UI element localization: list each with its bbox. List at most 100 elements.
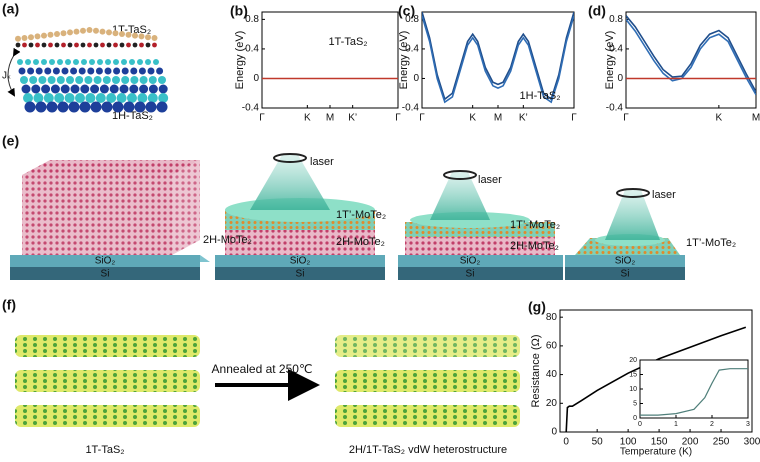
atom bbox=[28, 34, 34, 41]
texts: (a) (b) (c) (d) (e) (f) (g) 1T-TaS₂ 1H-T… bbox=[2, 1, 736, 456]
panel-a-illustration bbox=[15, 27, 169, 113]
atom bbox=[139, 42, 144, 48]
atom bbox=[106, 42, 112, 48]
atom bbox=[112, 30, 119, 37]
x-tick-label: K’ bbox=[519, 113, 528, 124]
atom bbox=[84, 76, 93, 84]
x-tick-label: 0 bbox=[563, 437, 569, 448]
atom bbox=[95, 93, 106, 103]
x-axis-label: Temperature (K) bbox=[620, 447, 692, 458]
atom bbox=[33, 59, 39, 65]
atom bbox=[41, 42, 47, 48]
atom bbox=[147, 93, 158, 103]
y-tick-label: 60 bbox=[546, 341, 558, 352]
atom bbox=[87, 42, 92, 48]
atom bbox=[109, 84, 119, 94]
atom bbox=[48, 42, 53, 48]
atom bbox=[60, 84, 70, 94]
atom bbox=[27, 67, 35, 75]
y-axis-label: Energy (eV) bbox=[604, 31, 616, 90]
atom bbox=[73, 59, 79, 65]
oxide-label: SiO₂ bbox=[460, 256, 481, 267]
atom bbox=[137, 59, 143, 65]
stack-2 bbox=[215, 153, 385, 280]
atom bbox=[67, 29, 73, 36]
y-tick-label: 20 bbox=[629, 357, 637, 364]
atom bbox=[24, 101, 36, 113]
x-tick-label: 0 bbox=[638, 421, 642, 428]
film-label: 1T’-MoTe₂ bbox=[686, 237, 736, 249]
substrate-label: Si bbox=[621, 269, 630, 280]
illustrations bbox=[7, 47, 685, 427]
atom bbox=[52, 67, 60, 75]
atom bbox=[147, 67, 155, 75]
atom bbox=[25, 59, 31, 65]
atom bbox=[87, 67, 95, 75]
atom bbox=[127, 93, 137, 103]
data-line bbox=[422, 12, 574, 101]
y-tick-label: 0 bbox=[633, 415, 637, 422]
atom bbox=[148, 84, 158, 94]
atom bbox=[61, 42, 66, 48]
atom bbox=[34, 33, 41, 40]
y-tick-label: 0.8 bbox=[609, 14, 623, 25]
atom bbox=[119, 42, 125, 48]
stack-4 bbox=[565, 188, 685, 280]
stack-1 bbox=[10, 160, 210, 280]
y-tick-label: 0.8 bbox=[245, 14, 259, 25]
atom bbox=[130, 76, 139, 84]
atom bbox=[132, 42, 138, 48]
y-tick-label: 80 bbox=[546, 312, 558, 323]
x-tick-label: 250 bbox=[713, 437, 730, 448]
x-tick-label: Γ bbox=[395, 113, 401, 124]
atom bbox=[23, 93, 33, 103]
atom bbox=[89, 59, 95, 65]
process-label: Annealed at 250℃ bbox=[212, 362, 313, 376]
atom bbox=[28, 42, 34, 48]
atom bbox=[129, 59, 135, 65]
atom bbox=[35, 67, 43, 75]
atom bbox=[145, 101, 157, 113]
atom bbox=[15, 35, 21, 42]
atom bbox=[80, 84, 90, 94]
panel-label: (c) bbox=[398, 3, 415, 19]
y-tick-label: 40 bbox=[546, 369, 558, 380]
atom bbox=[138, 33, 145, 40]
atom bbox=[41, 84, 51, 94]
plot-frame bbox=[421, 11, 575, 109]
atom bbox=[29, 76, 38, 84]
atom bbox=[21, 84, 31, 94]
x-tick-label: M bbox=[752, 113, 760, 124]
y-tick-label: 0 bbox=[551, 427, 557, 438]
y-tick-label: 0 bbox=[253, 73, 259, 84]
atom bbox=[85, 93, 96, 103]
coupling-label: Jₖ bbox=[2, 71, 11, 82]
atom bbox=[106, 93, 117, 103]
atom bbox=[101, 101, 113, 113]
atom bbox=[44, 67, 52, 75]
film-label: 2H-MoTe₂ bbox=[203, 234, 252, 246]
atom bbox=[54, 31, 60, 37]
x-tick-label: 3 bbox=[746, 421, 750, 428]
laser-label: laser bbox=[478, 174, 502, 186]
atom bbox=[99, 28, 106, 35]
atom bbox=[123, 101, 135, 113]
panel-label: (d) bbox=[588, 3, 606, 19]
y-tick-label: 5 bbox=[633, 400, 637, 407]
atom bbox=[35, 42, 40, 48]
chart: -0.4 0 0.4 0.8 Γ K M Energy (eV) bbox=[604, 11, 760, 124]
atom bbox=[17, 59, 23, 65]
panel-label: (b) bbox=[230, 3, 248, 19]
atom bbox=[129, 84, 139, 94]
y-axis-label: Resistance (Ω) bbox=[530, 334, 542, 407]
atom bbox=[102, 76, 111, 84]
data-line bbox=[565, 326, 747, 432]
atom bbox=[134, 101, 146, 113]
x-tick-label: K bbox=[469, 113, 476, 124]
atom bbox=[106, 29, 112, 36]
atom bbox=[18, 67, 26, 75]
atom bbox=[21, 35, 28, 41]
atom bbox=[132, 32, 138, 39]
y-tick-label: 0 bbox=[413, 73, 419, 84]
atom bbox=[41, 59, 47, 65]
